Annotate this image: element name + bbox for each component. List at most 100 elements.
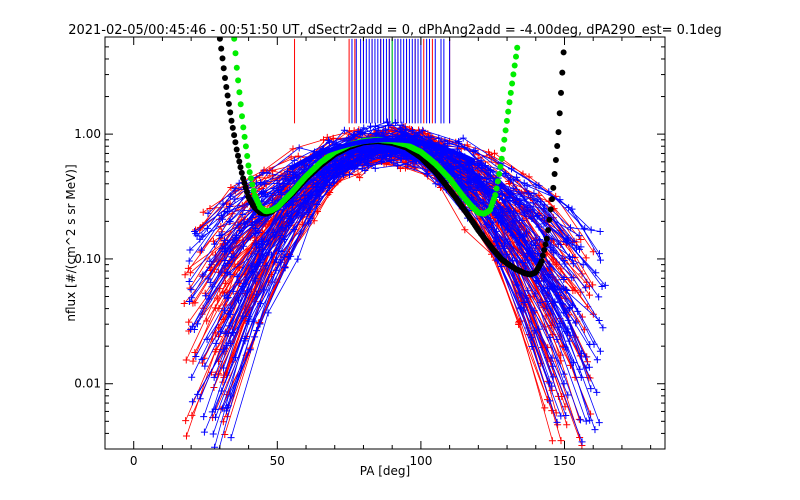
y-tick-label: 0.10 <box>74 252 101 266</box>
fit-dot <box>237 164 244 171</box>
flux-point <box>546 333 554 341</box>
flux-point <box>358 129 366 137</box>
fit-dot <box>228 117 235 124</box>
flux-point <box>197 246 205 254</box>
flux-point <box>572 319 580 327</box>
flux-point <box>562 327 570 335</box>
flux-point <box>226 217 234 225</box>
flux-point <box>181 271 189 279</box>
flux-point <box>534 211 542 219</box>
flux-point <box>360 124 368 132</box>
flux-point <box>593 356 601 364</box>
flux-point <box>457 144 465 152</box>
flux-point <box>219 418 227 426</box>
fit-dot <box>551 171 558 177</box>
fit-dot <box>249 181 256 188</box>
flux-point <box>599 324 607 332</box>
flux-point <box>490 149 498 157</box>
fit-dot <box>503 117 510 124</box>
flux-point <box>557 412 565 420</box>
flux-point <box>305 204 313 212</box>
fit-dot <box>240 175 247 182</box>
flux-point <box>219 346 227 354</box>
flux-point <box>557 437 565 445</box>
flux-point <box>577 416 585 424</box>
flux-point <box>287 212 295 220</box>
flux-point <box>601 281 609 289</box>
flux-point <box>188 411 196 419</box>
flux-point <box>220 306 228 314</box>
flux-point <box>203 317 211 325</box>
fit-dot <box>496 171 503 177</box>
fit-dot <box>236 89 243 96</box>
flux-point <box>221 262 229 270</box>
flux-point <box>553 335 561 343</box>
fit-dot <box>231 37 238 42</box>
data-layer <box>180 37 609 449</box>
flux-point <box>211 240 219 248</box>
fit-dot <box>545 227 552 234</box>
flux-point <box>540 205 548 213</box>
flux-point <box>484 189 492 197</box>
flux-point <box>498 190 506 198</box>
flux-point <box>350 131 358 139</box>
flux-point <box>577 235 585 243</box>
flux-point <box>258 189 266 197</box>
flux-point <box>199 208 207 216</box>
y-axis-label: nflux [#/(cm^2 s sr MeV)] <box>64 164 78 321</box>
flux-point <box>311 195 319 203</box>
flux-point <box>210 373 218 381</box>
flux-point <box>529 206 537 214</box>
flux-point <box>415 128 423 136</box>
flux-point <box>283 202 291 210</box>
flux-point <box>505 187 513 195</box>
x-tick-label: 100 <box>409 454 432 468</box>
central-trend <box>289 137 476 171</box>
flux-point <box>527 240 535 248</box>
flux-point <box>520 195 528 203</box>
flux-point <box>290 156 298 164</box>
flux-point <box>509 184 517 192</box>
flux-point <box>454 174 462 182</box>
flux-point <box>554 240 562 248</box>
flux-point <box>595 250 603 258</box>
flux-point <box>497 218 505 226</box>
fit-dot <box>241 133 248 140</box>
flux-point <box>221 329 229 337</box>
flux-point <box>212 346 220 354</box>
flux-point <box>562 286 570 294</box>
flux-point <box>221 430 229 438</box>
flux-point <box>577 288 585 296</box>
flux-point <box>579 261 587 269</box>
trend-dot <box>470 157 476 163</box>
flux-point <box>251 275 259 283</box>
flux-point <box>559 300 567 308</box>
flux-point <box>487 223 495 231</box>
fit-dot <box>546 216 553 223</box>
flux-point <box>479 198 487 206</box>
flux-point <box>204 209 212 217</box>
fit-dot <box>232 139 239 146</box>
flux-point <box>465 165 473 173</box>
fit-dot <box>245 162 252 169</box>
flux-point <box>357 149 365 157</box>
flux-point <box>524 207 532 215</box>
flux-point <box>528 342 536 350</box>
fit-dot <box>218 45 225 52</box>
flux-point <box>189 357 197 365</box>
flux-point <box>242 280 250 288</box>
flux-point <box>234 221 242 229</box>
flux-point <box>307 193 315 201</box>
flux-point <box>203 335 211 343</box>
flux-point <box>191 349 199 357</box>
flux-point <box>531 237 539 245</box>
flux-point <box>196 395 204 403</box>
fit-dot <box>493 185 500 192</box>
flux-point <box>188 398 196 406</box>
flux-point <box>582 417 590 425</box>
flux-point <box>219 289 227 297</box>
flux-point <box>464 169 472 177</box>
plot-frame <box>104 36 666 450</box>
flux-point <box>323 170 331 178</box>
